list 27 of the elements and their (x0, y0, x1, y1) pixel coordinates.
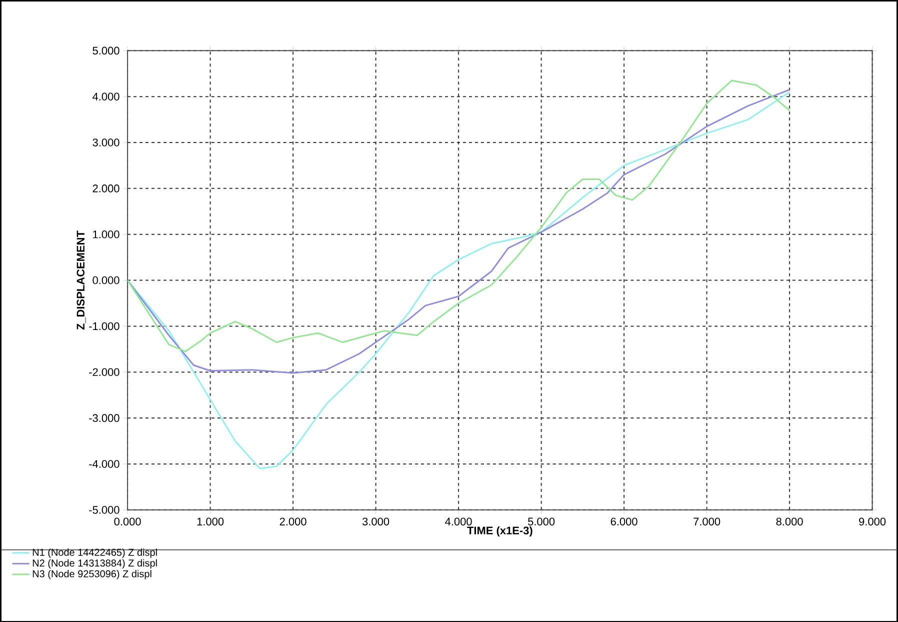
y-tick-label: -1.000 (89, 322, 120, 330)
y-tick-label: -2.000 (89, 368, 120, 376)
y-tick-label: -4.000 (89, 460, 120, 468)
y-tick-label: -5.000 (89, 506, 120, 514)
x-tick-label: 5.000 (528, 517, 555, 526)
x-tick-label: 9.000 (859, 517, 886, 526)
y-tick-label: -3.000 (89, 414, 120, 422)
y-tick-label: 1.000 (93, 230, 120, 238)
y-tick-label: 4.000 (92, 92, 120, 100)
legend-label: N3 (Node 9253096) Z displ (32, 570, 152, 580)
y-axis-title: Z_DISPLACEMENT (76, 230, 86, 330)
x-axis-title: TIME (x1E-3) (467, 526, 532, 536)
y-tick-label: 2.000 (92, 184, 120, 192)
y-tick-label: 3.000 (92, 138, 120, 146)
y-tick-label: 0.000 (92, 276, 120, 284)
legend-label: N1 (Node 14422465) Z displ (32, 548, 157, 558)
x-tick-label: 8.000 (776, 517, 803, 526)
x-tick-label: 1.000 (197, 517, 224, 526)
y-tick-label: 5.000 (92, 46, 120, 54)
legend-label: N2 (Node 14313884) Z displ (32, 559, 157, 568)
x-tick-label: 6.000 (610, 517, 638, 526)
line-series (128, 91, 790, 470)
x-tick-label: 3.000 (362, 517, 390, 526)
x-tick-label: 4.000 (445, 517, 472, 526)
x-tick-label: 2.000 (280, 517, 306, 526)
x-tick-label: 0.000 (114, 517, 141, 526)
x-tick-label: 7.000 (694, 517, 720, 526)
